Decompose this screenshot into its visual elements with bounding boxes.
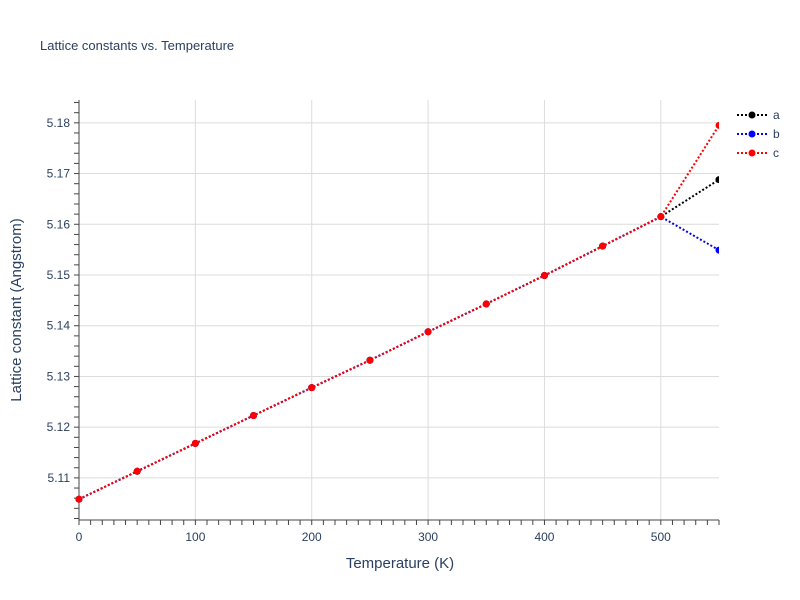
axes: 0 100 200 300 400 500 5.11 5.12 5.13 5.14 5.15 5.16… — [47, 100, 720, 544]
x-tick-label: 200 — [302, 530, 322, 544]
x-tick-label: 400 — [534, 530, 554, 544]
y-tick-label: 5.12 — [47, 420, 71, 434]
series-line-b — [78, 215, 719, 501]
y-axis-title: Lattice constant (Angstrom) — [8, 218, 25, 401]
legend-label: b — [773, 127, 780, 141]
grid — [79, 100, 719, 520]
y-tick-label: 5.13 — [47, 369, 71, 383]
data-point-c — [250, 412, 258, 420]
data-point-c — [599, 242, 607, 250]
data-point-c — [482, 300, 490, 308]
data-point-c — [191, 439, 199, 447]
data-point-b — [715, 246, 719, 254]
legend-marker — [748, 130, 756, 138]
legend-item-b[interactable]: b — [737, 127, 780, 141]
data-point-c — [133, 467, 141, 475]
legend-item-c[interactable]: c — [737, 146, 779, 160]
legend-label: c — [773, 146, 779, 160]
legend-item-a[interactable]: a — [737, 108, 780, 122]
x-tick-label: 0 — [76, 530, 83, 544]
legend-marker — [748, 149, 756, 157]
data-point-c — [424, 328, 432, 336]
x-axis-title: Temperature (K) — [346, 555, 454, 572]
legend-label: a — [773, 108, 780, 122]
series-line-c — [78, 124, 719, 501]
y-tick-label: 5.15 — [47, 268, 71, 282]
data-point-c — [308, 384, 316, 392]
x-tick-label: 500 — [651, 530, 671, 544]
data-point-a — [715, 176, 719, 184]
x-tick-label: 100 — [185, 530, 205, 544]
series-line-a — [78, 178, 719, 501]
series-c — [75, 121, 719, 503]
x-tick-label: 300 — [418, 530, 438, 544]
y-tick-label: 5.16 — [47, 217, 71, 231]
legend-marker — [748, 111, 756, 119]
legend[interactable]: abc — [737, 108, 780, 160]
data-point-c — [715, 121, 719, 129]
data-point-c — [75, 495, 83, 503]
y-tick-label: 5.11 — [48, 471, 71, 485]
data-point-c — [540, 272, 548, 280]
y-tick-label: 5.14 — [47, 319, 71, 333]
series-b — [75, 213, 719, 503]
series-plot — [75, 121, 719, 503]
data-point-c — [657, 213, 665, 221]
y-tick-label: 5.18 — [47, 116, 71, 130]
chart-title: Lattice constants vs. Temperature — [40, 38, 234, 53]
y-tick-label: 5.17 — [47, 167, 71, 181]
data-point-c — [366, 356, 374, 364]
